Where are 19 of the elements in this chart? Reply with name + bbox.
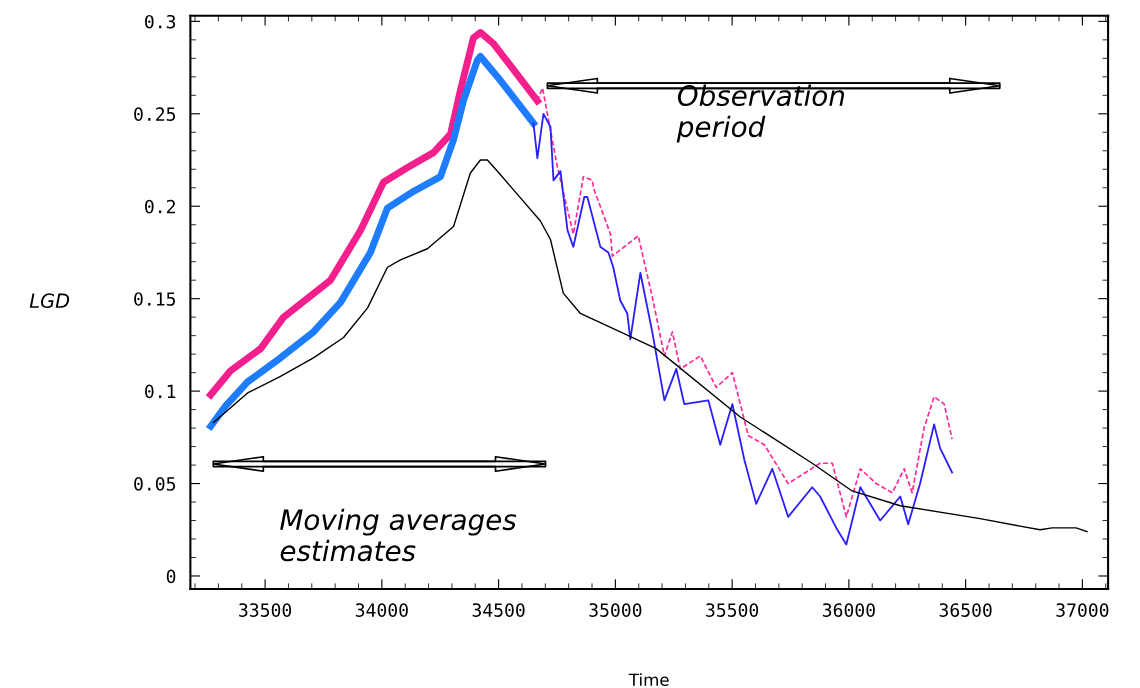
x-tick-label: 36500 [939, 603, 992, 617]
y-tick-label: 0.05 [134, 477, 176, 491]
y-tick-label: 0.2 [145, 199, 175, 214]
x-tick-label: 35000 [589, 603, 642, 617]
x-tick-label: 37000 [1056, 603, 1109, 617]
annotation: Observation period [676, 84, 845, 143]
x-tick-label: 33500 [239, 603, 292, 617]
x-tick-label: 34000 [355, 603, 408, 617]
y-tick-label: 0.15 [134, 292, 176, 306]
y-tick-label: 0.3 [145, 14, 176, 29]
y-tick-label: 0.25 [134, 107, 176, 121]
x-tick-label: 35500 [706, 603, 759, 617]
y-axis-title: LGD [29, 293, 70, 309]
x-tick-label: 36000 [822, 603, 875, 617]
y-tick-label: 0.1 [145, 384, 176, 399]
x-tick-label: 34500 [472, 603, 525, 617]
y-tick-label: 0 [166, 569, 176, 584]
x-axis-title: Time [628, 673, 669, 687]
annotation: Moving averages estimates [280, 508, 517, 562]
